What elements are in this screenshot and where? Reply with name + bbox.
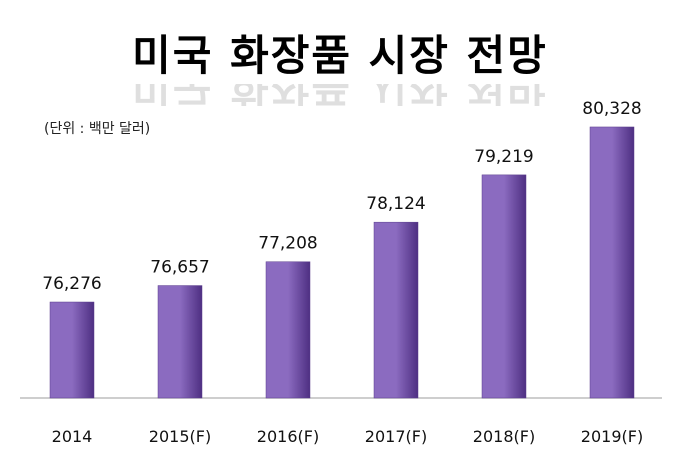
bar-2019(F) bbox=[589, 126, 635, 399]
data-label: 79,219 bbox=[474, 147, 533, 167]
bar-2017(F) bbox=[373, 221, 419, 399]
bar-2018(F) bbox=[481, 174, 527, 399]
chart-title: 미국 화장품 시장 전망 bbox=[132, 31, 548, 80]
x-tick-label: 2015(F) bbox=[149, 427, 211, 446]
x-tick-label: 2014 bbox=[52, 427, 93, 446]
x-tick-label: 2017(F) bbox=[365, 427, 427, 446]
data-label: 80,328 bbox=[582, 99, 641, 119]
x-tick-label: 2019(F) bbox=[581, 427, 643, 446]
data-label: 76,276 bbox=[42, 274, 101, 294]
unit-note: (단위 : 백만 달러) bbox=[44, 121, 151, 137]
bar-2015(F) bbox=[157, 285, 203, 399]
x-tick-label: 2018(F) bbox=[473, 427, 535, 446]
x-tick-label: 2016(F) bbox=[257, 427, 319, 446]
bar-2016(F) bbox=[265, 261, 311, 399]
bar-2014 bbox=[49, 301, 95, 399]
data-label: 78,124 bbox=[366, 194, 425, 214]
data-label: 77,208 bbox=[258, 234, 317, 254]
data-label: 76,657 bbox=[150, 258, 209, 278]
